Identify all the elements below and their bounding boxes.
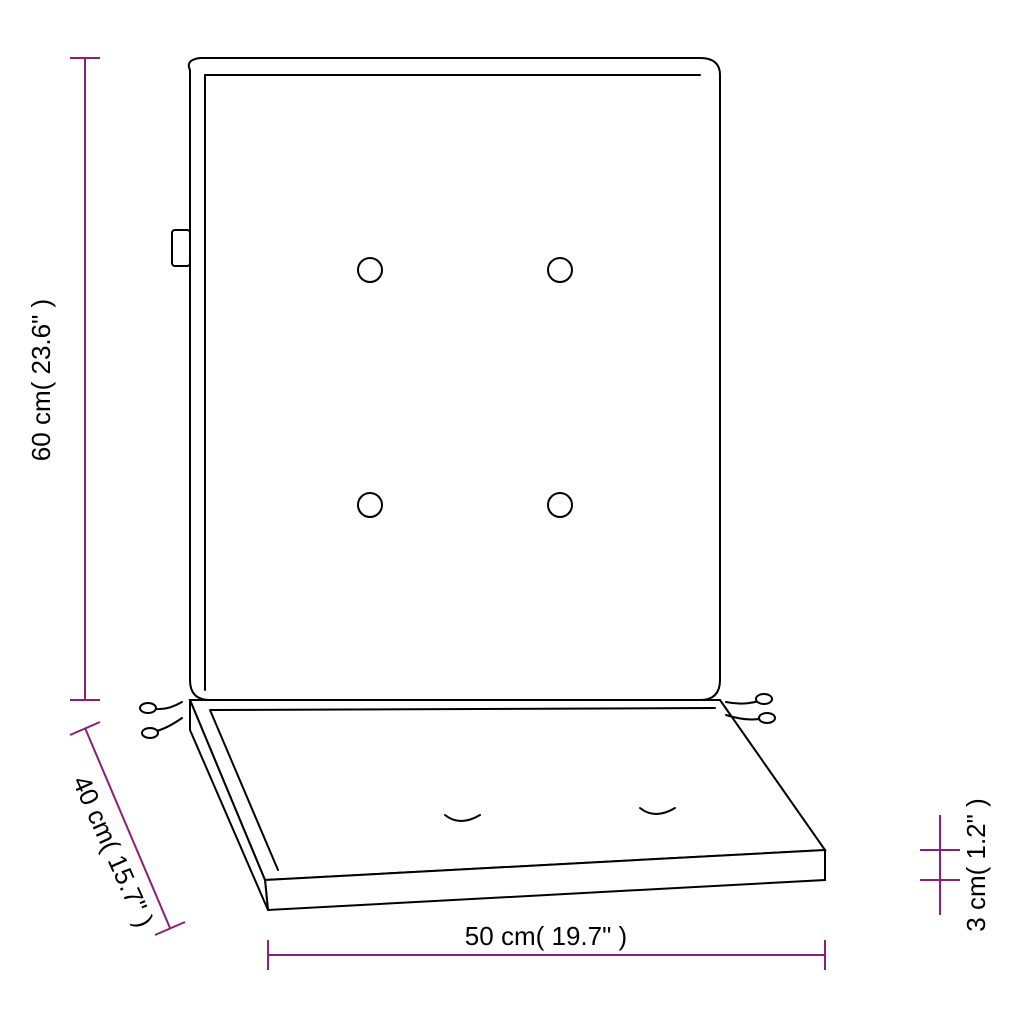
dimension-height-label: 60 cm( 23.6" ) [26, 299, 56, 461]
dimension-diagram: 60 cm( 23.6" ) 40 cm( 15.7" ) 50 cm( 19.… [0, 0, 1024, 1024]
product-outline [140, 58, 825, 910]
dimension-width-label: 50 cm( 19.7" ) [465, 921, 627, 951]
dimension-thickness-label: 3 cm( 1.2" ) [961, 798, 991, 931]
dimension-depth: 40 cm( 15.7" ) [66, 722, 185, 935]
dimension-height: 60 cm( 23.6" ) [26, 58, 100, 700]
dimension-width: 50 cm( 19.7" ) [268, 921, 825, 970]
dimension-thickness: 3 cm( 1.2" ) [920, 798, 991, 931]
